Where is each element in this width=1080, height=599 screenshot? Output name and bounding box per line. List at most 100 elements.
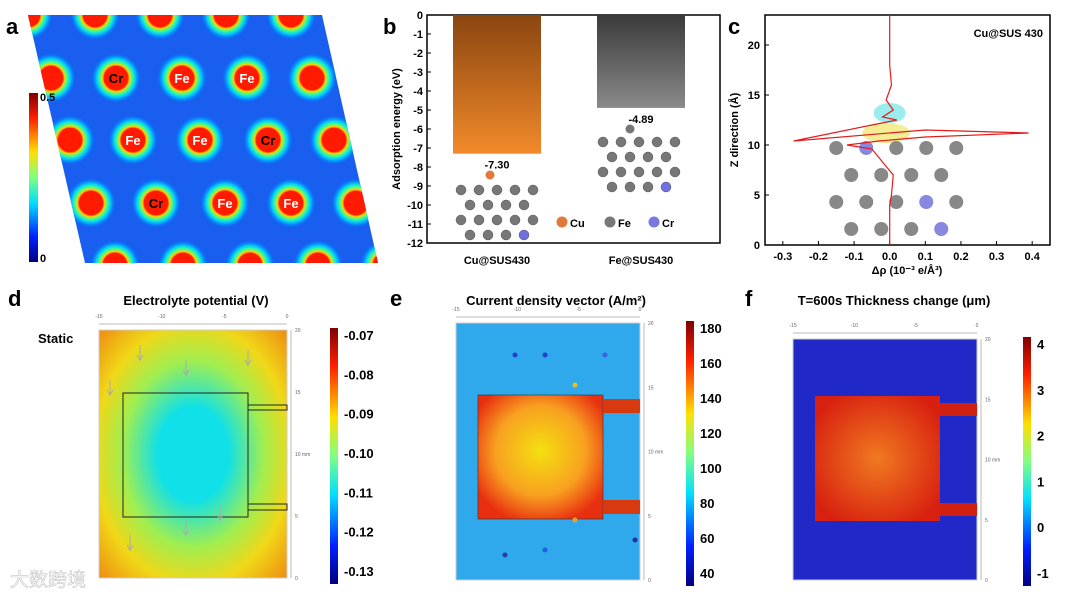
atom	[624, 151, 636, 163]
atom	[482, 199, 494, 211]
y-axis-tick: 20	[985, 337, 991, 343]
y-axis-label: Z direction (Å)	[728, 92, 741, 167]
x-tick-label: -0.2	[809, 251, 828, 263]
atom-core	[300, 66, 324, 90]
y-tick-label: -4	[413, 86, 424, 98]
electrode	[477, 394, 604, 520]
current-vector	[572, 382, 578, 388]
y-tick-label: 0	[417, 10, 423, 22]
atom	[642, 151, 654, 163]
atom	[615, 166, 627, 178]
atom	[518, 229, 530, 241]
x-tick-label: Fe@SUS430	[609, 255, 674, 267]
atom-density-ring	[157, 239, 209, 263]
atom	[651, 136, 663, 148]
x-axis-tick: 0	[286, 314, 289, 320]
y-axis-tick: 15	[985, 397, 991, 403]
legend-marker-cr	[648, 216, 660, 228]
current-vector	[542, 352, 548, 358]
colorbar-label: 60	[700, 531, 714, 546]
atom-density-ring	[224, 239, 276, 263]
atom	[874, 222, 889, 236]
panel-title: T=600s Thickness change (μm)	[798, 293, 991, 308]
colorbar-label: 140	[700, 391, 722, 406]
atom	[889, 195, 904, 209]
current-arrow	[106, 380, 114, 397]
atom	[615, 136, 627, 148]
atom	[464, 229, 476, 241]
atom-label-fe: Fe	[283, 196, 298, 211]
atom	[934, 168, 949, 182]
atom-density-ring	[134, 15, 186, 41]
atom-label-cr: Cr	[261, 133, 275, 148]
x-axis-tick: -10	[851, 323, 858, 329]
colorbar-label: -0.12	[344, 525, 374, 540]
atom	[464, 199, 476, 211]
atom-core	[121, 128, 145, 152]
atom-density-ring	[0, 52, 16, 104]
atom	[844, 168, 859, 182]
tab-outline	[247, 404, 288, 411]
colorbar	[29, 93, 38, 262]
atom	[473, 214, 485, 226]
current-vector	[512, 352, 518, 358]
colorbar-label: -0.07	[344, 328, 374, 343]
colorbar-label: -0.10	[344, 446, 374, 461]
x-axis-tick: -15	[789, 323, 796, 329]
colorbar	[330, 328, 338, 584]
atom	[527, 184, 539, 196]
current-arrow	[136, 345, 144, 362]
colorbar-min: 0	[40, 253, 46, 265]
atom-core	[238, 253, 262, 263]
atom	[904, 168, 919, 182]
y-tick-label: -11	[408, 219, 423, 231]
current-arrow	[216, 505, 224, 522]
y-tick-label: -10	[407, 200, 423, 212]
panel-letter: f	[745, 286, 753, 311]
y-axis-tick: 10 mm	[295, 452, 310, 458]
x-axis-tick: -10	[158, 314, 165, 320]
tab	[603, 500, 640, 514]
atom-density-ring	[28, 15, 54, 41]
atom	[934, 222, 949, 236]
atom	[624, 181, 636, 193]
adsorbate-atom	[485, 170, 495, 180]
y-axis-tick: 5	[985, 518, 988, 524]
atom-core	[104, 66, 128, 90]
atom-core	[39, 66, 63, 90]
atom	[660, 151, 672, 163]
colorbar-label: -1	[1037, 566, 1049, 581]
atom-core	[171, 253, 195, 263]
tab-outline	[247, 503, 288, 511]
atom-core	[213, 191, 237, 215]
colorbar-label: 4	[1037, 337, 1045, 352]
series-line	[793, 15, 1029, 245]
colorbar-label: 2	[1037, 429, 1044, 444]
x-axis-tick: 0	[639, 307, 642, 313]
y-axis-tick: 0	[295, 576, 298, 582]
atom	[597, 166, 609, 178]
atom-label-fe: Fe	[125, 133, 140, 148]
atom-core	[344, 191, 368, 215]
atom-density-ring	[89, 239, 141, 263]
atom-core	[170, 66, 194, 90]
atom-label-cr: Cr	[149, 196, 163, 211]
electrode	[815, 396, 940, 521]
atom-core	[28, 15, 40, 27]
y-axis-tick: 0	[985, 578, 988, 584]
x-tick-label: 0.1	[918, 251, 933, 263]
y-tick-label: 20	[748, 40, 760, 52]
y-tick-label: -6	[413, 124, 423, 136]
plot-frame	[764, 14, 1051, 246]
atom	[859, 195, 874, 209]
atom	[473, 184, 485, 196]
y-axis-tick: 5	[648, 514, 651, 520]
y-tick-label: -8	[413, 162, 423, 174]
atom-core	[0, 66, 2, 90]
atom	[844, 222, 859, 236]
y-tick-label: -1	[413, 29, 423, 41]
legend-label: Cr	[662, 218, 675, 230]
y-tick-label: 5	[754, 190, 760, 202]
panel-a: a Cr Fe Fe Fe Fe Cr Cr Fe Fe 0.5 0	[0, 14, 378, 265]
